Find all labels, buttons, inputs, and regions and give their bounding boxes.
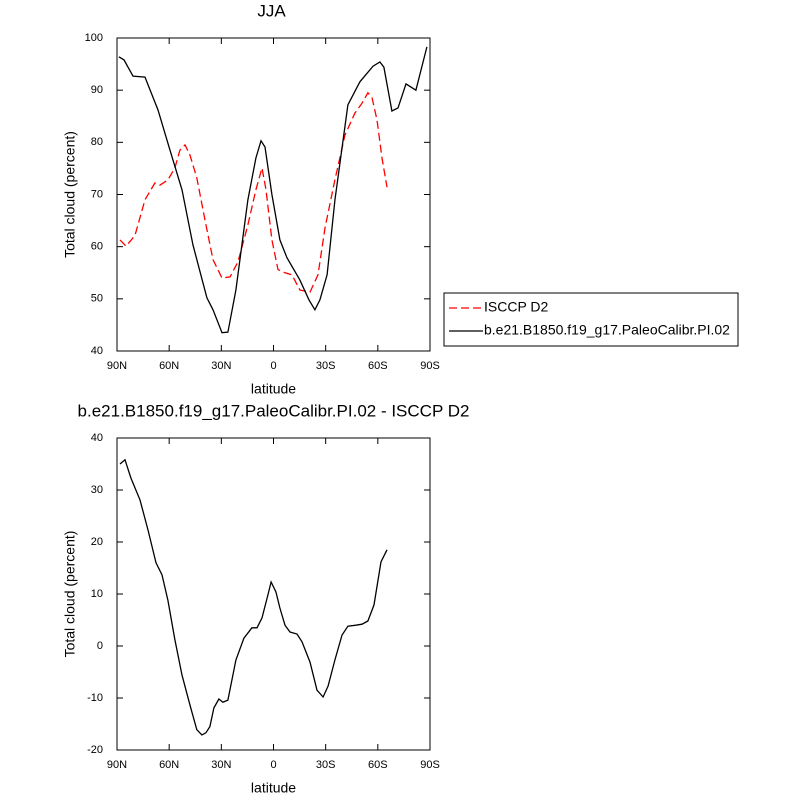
x-tick-label: 0: [270, 360, 276, 372]
x-axis-label: latitude: [251, 780, 296, 796]
y-tick-label: 60: [91, 241, 103, 253]
y-tick-label: 40: [91, 345, 103, 357]
y-tick-label: 100: [85, 32, 103, 44]
x-tick-label: 90N: [107, 759, 127, 771]
y-tick-label: -10: [87, 692, 103, 704]
plot-frame: [116, 37, 431, 352]
y-axis-label: Total cloud (percent): [62, 131, 78, 258]
y-tick-label: 90: [91, 84, 103, 96]
y-tick-label: 50: [91, 293, 103, 305]
x-tick-label: 30S: [316, 759, 336, 771]
y-tick-label: 70: [91, 188, 103, 200]
y-tick-label: 20: [91, 536, 103, 548]
x-tick-label: 30S: [316, 360, 336, 372]
x-tick-label: 60N: [159, 360, 179, 372]
x-tick-label: 60N: [159, 759, 179, 771]
x-tick-label: 0: [270, 759, 276, 771]
x-tick-label: 90S: [420, 360, 440, 372]
x-tick-label: 90S: [420, 759, 440, 771]
legend-label: b.e21.B1850.f19_g17.PaleoCalibr.PI.02: [484, 322, 730, 338]
y-tick-label: 10: [91, 588, 103, 600]
data-line: [118, 46, 428, 334]
y-axis-label: Total cloud (percent): [62, 531, 78, 658]
x-axis-label: latitude: [251, 381, 296, 397]
legend-box: [443, 292, 739, 347]
x-tick-label: 30N: [211, 759, 231, 771]
legend-label: ISCCP D2: [484, 299, 549, 315]
y-tick-label: 0: [97, 640, 103, 652]
data-line: [119, 91, 388, 293]
x-tick-label: 60S: [368, 360, 388, 372]
x-tick-label: 30N: [211, 360, 231, 372]
x-tick-label: 60S: [368, 759, 388, 771]
y-tick-label: 80: [91, 136, 103, 148]
x-tick-label: 90N: [107, 360, 127, 372]
y-tick-label: -20: [87, 744, 103, 756]
chart-title: JJA: [257, 1, 286, 20]
y-tick-label: 40: [91, 432, 103, 444]
chart-title: b.e21.B1850.f19_g17.PaleoCalibr.PI.02 - …: [78, 401, 470, 420]
data-line: [119, 458, 388, 736]
y-tick-label: 30: [91, 484, 103, 496]
plot-frame: [116, 437, 431, 751]
